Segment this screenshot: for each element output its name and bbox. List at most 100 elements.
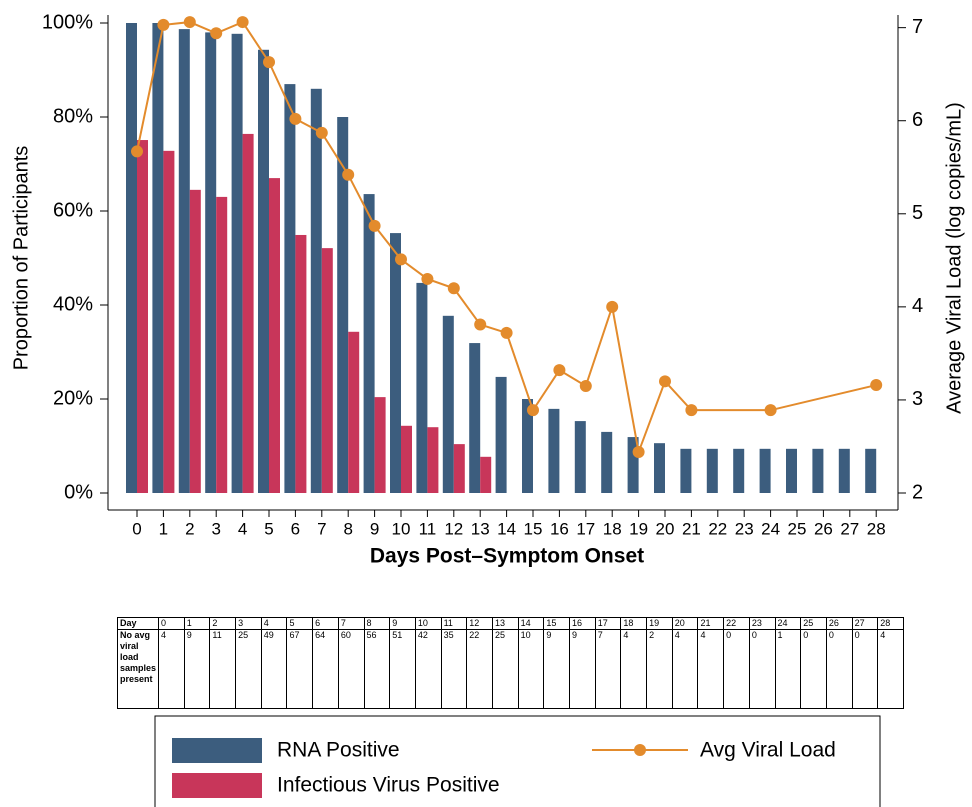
table-cell: 35: [440, 629, 468, 709]
table-cell: 51: [389, 629, 416, 709]
table-cell: 49: [260, 629, 288, 709]
table-cell: 0: [748, 629, 776, 709]
table-cell: 14: [517, 617, 545, 630]
point: [183, 16, 196, 29]
table-cell: Day: [116, 617, 160, 630]
bar: [216, 196, 228, 493]
bar: [574, 421, 586, 493]
x-tick-label: 25: [788, 519, 807, 538]
bar: [269, 178, 280, 493]
x-tick-label: 18: [603, 519, 622, 538]
y2-tick-label: 4: [912, 295, 923, 317]
point: [157, 18, 170, 31]
bar: [427, 427, 439, 493]
table-cell: 4: [260, 617, 288, 630]
point: [210, 27, 223, 40]
table-cell: 18: [620, 617, 648, 630]
x-tick-label: 28: [867, 519, 886, 538]
table-cell: 25: [491, 629, 519, 709]
table-cell: 19: [646, 617, 673, 630]
legend-label: RNA Positive: [277, 739, 400, 762]
y-tick-label: 0%: [64, 481, 93, 503]
table-cell: 1: [183, 617, 211, 630]
table-cell: 5: [286, 617, 314, 630]
table-cell: 13: [491, 617, 519, 630]
point: [527, 404, 539, 417]
y-tick-label: 100%: [42, 11, 93, 33]
bar: [337, 117, 349, 493]
bar: [416, 282, 428, 493]
bar: [480, 456, 492, 493]
bar: [680, 448, 692, 493]
x-tick-label: 27: [840, 519, 859, 538]
point: [315, 126, 328, 139]
y2-tick-label: 5: [912, 202, 923, 224]
x-tick-label: 17: [576, 519, 595, 538]
table-cell: 11: [209, 629, 237, 709]
x-tick-label: 12: [444, 519, 463, 538]
table-row: Day 0 1 2 3 4 5 6 7 8 9 10 11 12 13 14 15 16 17 18 19 20 21 22 2…: [116, 617, 904, 630]
x-tick-label: 14: [497, 519, 516, 538]
point: [685, 404, 698, 417]
x-tick-label: 24: [761, 519, 780, 538]
y2-axis-title: Average Viral Load (log copies/mL): [943, 102, 965, 414]
point: [447, 282, 460, 295]
x-tick-label: 10: [392, 519, 411, 538]
bar: [601, 431, 613, 493]
bar: [733, 448, 745, 493]
point: [606, 300, 619, 313]
y-tick-label: 20%: [53, 387, 93, 409]
point: [131, 145, 143, 158]
table-cell: 4: [158, 629, 185, 709]
bar: [348, 331, 360, 493]
bar: [152, 23, 164, 493]
table-cell: 2: [209, 617, 237, 630]
bar: [522, 399, 533, 493]
y2-tick-label: 7: [912, 16, 923, 38]
point: [236, 16, 249, 29]
table-cell: 4: [697, 629, 725, 709]
point: [289, 112, 302, 125]
table-cell: 0: [158, 617, 185, 630]
x-tick-label: 5: [264, 519, 273, 538]
table-cell: 15: [543, 617, 571, 630]
table-cell: 20: [671, 617, 699, 630]
table-cell: 60: [337, 629, 365, 709]
table-cell: 0: [800, 629, 827, 709]
bar: [284, 84, 296, 493]
table-row: No avg viral load samples present 4 9 11 25 4…: [116, 629, 904, 709]
bar: [401, 425, 412, 493]
table-cell: 42: [414, 629, 442, 709]
table-cell: 4: [877, 629, 904, 709]
bar: [258, 49, 269, 493]
table-cell: 10: [517, 629, 545, 709]
table-cell: 27: [851, 617, 879, 630]
table-cell: 12: [466, 617, 493, 630]
bar: [295, 234, 307, 493]
bar: [495, 376, 507, 493]
point: [632, 446, 645, 459]
table-cell: 24: [774, 617, 802, 630]
x-tick-label: 3: [211, 519, 220, 538]
x-tick-label: 4: [238, 519, 247, 538]
table-cell: 9: [389, 617, 416, 630]
legend-label: Infectious Virus Positive: [277, 774, 500, 797]
legend-swatch: [172, 738, 262, 763]
table-cell: 11: [440, 617, 468, 630]
y-tick-label: 40%: [53, 293, 93, 315]
point: [263, 56, 275, 69]
table-cell: 0: [851, 629, 879, 709]
table-cell: 4: [620, 629, 648, 709]
bar: [126, 23, 137, 493]
table-cell: 22: [723, 617, 750, 630]
bar: [242, 133, 254, 494]
x-tick-label: 11: [419, 519, 437, 538]
table-cell: 4: [671, 629, 699, 709]
legend-label: Avg Viral Load: [700, 739, 836, 762]
bar: [654, 443, 665, 493]
y2-tick-label: 6: [912, 109, 923, 131]
x-tick-label: 19: [629, 519, 648, 538]
point: [870, 379, 883, 392]
table-cell: 3: [235, 617, 262, 630]
